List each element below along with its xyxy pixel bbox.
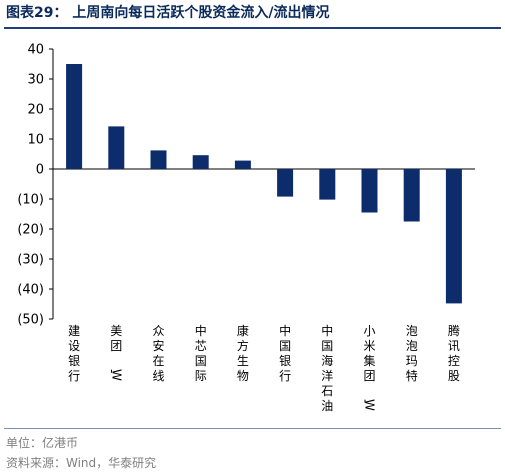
y-tick-label: (20)	[17, 223, 44, 238]
x-tick-label: 泡泡玛特	[406, 324, 418, 383]
x-tick-label: 中国银行	[279, 323, 291, 383]
y-tick-label: (10)	[17, 193, 44, 208]
bar-7	[319, 169, 336, 200]
bottom-rule	[4, 428, 501, 429]
y-tick-labels: 40 30 20 10 0 (10) (20) (30) (40) (50)	[17, 43, 44, 328]
x-tick-label: 建设银行	[68, 324, 80, 383]
figure-title: 图表29： 上周南向每日活跃个股资金流入/流出情况	[6, 5, 330, 21]
bar-3	[150, 150, 167, 169]
x-tick-labels: 建设银行 美团-W 众安在线 中芯国际 康方生物 中国银行 中国海洋石油 小米集团-W 泡泡玛特…	[68, 323, 460, 413]
bar-chart: 40 30 20 10 0 (10) (20) (30) (40) (50) 建设银行 美团-W 众安…	[17, 43, 475, 413]
title-row: 图表29： 上周南向每日活跃个股资金流入/流出情况	[6, 2, 499, 26]
bar-6	[277, 169, 294, 197]
y-tick-label: (40)	[17, 283, 44, 298]
top-rule	[4, 27, 501, 29]
y-tick-label: (30)	[17, 253, 44, 268]
x-tick-label: 康方生物	[237, 323, 249, 383]
y-tick-label: (50)	[17, 313, 44, 328]
bar-9	[403, 169, 420, 222]
x-tick-label: 小米集团-W	[358, 324, 376, 411]
y-tick-label: 20	[27, 103, 44, 118]
bar-4	[192, 155, 209, 169]
y-tick-label: 40	[27, 43, 44, 58]
bar-2	[108, 126, 125, 169]
y-tick-label: 30	[27, 73, 44, 88]
bar-10	[445, 169, 462, 304]
x-tick-label: 众安在线	[152, 324, 164, 383]
x-tick-label: 中国海洋石油	[321, 323, 333, 413]
source-note: 资料来源：Wind，华泰研究	[6, 456, 157, 470]
chart-bars	[66, 64, 462, 304]
x-tick-label: 中芯国际	[195, 323, 207, 383]
x-tick-label: 腾讯控股	[448, 323, 460, 383]
bar-8	[361, 169, 378, 213]
y-tick-label: 10	[27, 133, 44, 148]
bar-1	[66, 64, 83, 169]
y-tick-label: 0	[36, 163, 44, 178]
bar-5	[234, 160, 251, 169]
x-tick-label: 美团-W	[105, 324, 123, 381]
unit-note: 单位：亿港币	[6, 436, 79, 450]
